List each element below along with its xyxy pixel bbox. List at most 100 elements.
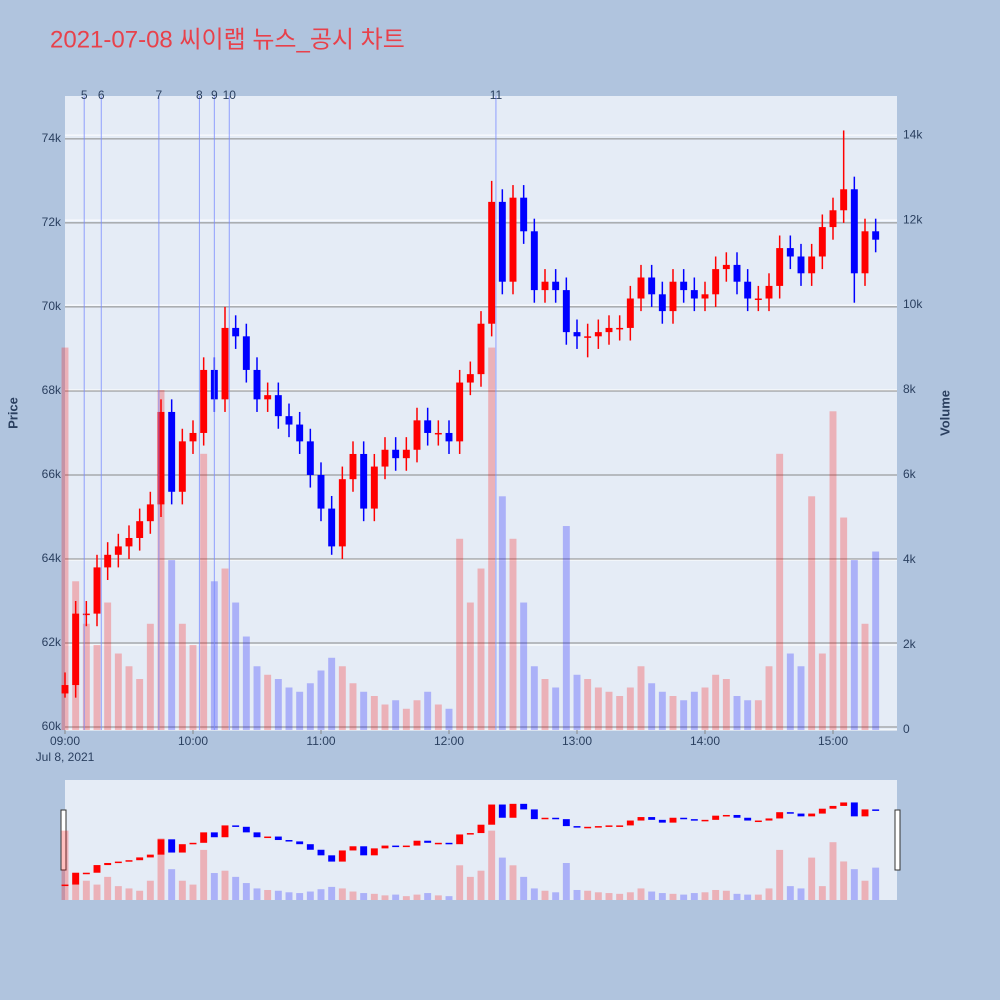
y2-tick-label: 10k <box>903 297 923 311</box>
slider-candle <box>850 802 858 817</box>
slider-handle[interactable] <box>894 809 901 871</box>
slider-volume-bar <box>669 893 677 900</box>
slider-volume-bar <box>168 869 176 900</box>
volume-bar <box>680 700 688 730</box>
slider-volume-bar <box>744 894 752 900</box>
slider-volume-bar <box>317 889 325 900</box>
candle-body <box>648 277 656 295</box>
volume-bar <box>669 696 677 730</box>
slider-volume-bar <box>253 888 261 900</box>
slider-volume-bar <box>658 893 666 900</box>
volume-bar <box>285 687 293 730</box>
volume-bar <box>392 700 400 730</box>
candle-body <box>562 290 570 333</box>
y2-axis-title: Volume <box>937 390 952 436</box>
candle-body <box>114 546 122 555</box>
chart-title: 2021-07-08 씨이랩 뉴스_공시 차트 <box>50 26 405 53</box>
volume-bar <box>616 696 624 730</box>
y-tick-label: 68k <box>42 383 62 397</box>
slider-candle <box>562 819 570 827</box>
volume-bar <box>445 708 453 730</box>
volume-bar <box>744 700 752 730</box>
volume-bar <box>232 602 240 730</box>
slider-volume-bar <box>445 896 453 900</box>
slider-volume-bar <box>114 886 122 900</box>
slider-volume-bar <box>370 893 378 900</box>
volume-bar <box>114 653 122 730</box>
candle-body <box>818 227 826 257</box>
slider-candle <box>114 861 122 864</box>
slider-candle <box>637 817 645 821</box>
slider-candle <box>168 839 176 853</box>
candle-body <box>456 382 464 442</box>
slider-volume-bar <box>850 869 858 900</box>
slider-volume-bar <box>541 890 549 900</box>
slider-candle <box>765 818 773 821</box>
slider-volume-bar <box>754 894 762 900</box>
volume-bar <box>306 683 314 730</box>
volume-bar <box>413 700 421 730</box>
volume-bar <box>168 560 176 730</box>
candle-body <box>530 231 538 291</box>
candle-body <box>93 567 101 614</box>
volume-bar <box>733 696 741 730</box>
slider-volume-bar <box>189 884 197 900</box>
slider-candle <box>264 836 272 839</box>
y2-tick-label: 0 <box>903 722 910 736</box>
slider-candle <box>82 872 90 875</box>
volume-bar <box>861 623 869 730</box>
slider-volume-bar <box>786 886 794 900</box>
slider-candle <box>424 840 432 843</box>
slider-candle <box>274 836 282 841</box>
slider-volume-bar <box>701 892 709 900</box>
volume-bar <box>338 666 346 730</box>
slider-volume-bar <box>82 880 90 900</box>
slider-candle <box>306 844 314 850</box>
y-tick-label: 74k <box>42 131 62 145</box>
candle-body <box>477 323 485 375</box>
slider-candle <box>125 860 133 862</box>
candle-body <box>722 264 730 270</box>
slider-candle <box>104 862 112 866</box>
slider-candle <box>541 817 549 820</box>
candle-body <box>125 537 133 547</box>
slider-candle <box>658 819 666 823</box>
slider-candle <box>466 833 474 835</box>
volume-bar <box>200 453 208 730</box>
volume-bar <box>829 411 837 730</box>
slider-volume-bar <box>594 892 602 900</box>
candle-body <box>232 327 240 337</box>
slider-volume-bar <box>381 895 389 900</box>
slider-candle <box>477 824 485 834</box>
slider-volume-bar <box>733 893 741 900</box>
volume-bar <box>296 691 304 730</box>
candle-body <box>349 453 357 480</box>
volume-bar <box>520 602 528 730</box>
x-tick-label: 09:00 <box>50 734 80 748</box>
slider-volume-bar <box>349 891 357 900</box>
candle-body <box>701 294 709 299</box>
slider-volume-bar <box>232 876 240 900</box>
slider-volume-bar <box>530 888 538 900</box>
slider-handle[interactable] <box>60 809 67 871</box>
candle-body <box>658 294 666 312</box>
slider-volume-bar <box>584 890 592 900</box>
candle-body <box>434 432 442 435</box>
candle-body <box>328 508 336 547</box>
slider-candle <box>434 842 442 845</box>
news-label: 10 <box>223 88 237 102</box>
candle-body <box>509 197 517 282</box>
slider-candle <box>242 826 250 833</box>
slider-volume-bar <box>776 849 784 900</box>
slider-candle <box>594 826 602 828</box>
slider-volume-bar <box>200 849 208 900</box>
candle-body <box>360 453 368 509</box>
y2-tick-label: 12k <box>903 212 923 226</box>
x-tick-label: 11:00 <box>306 734 335 748</box>
slider-candle <box>616 825 624 827</box>
slider-volume-bar <box>328 886 336 900</box>
slider-candle <box>573 826 581 828</box>
candle-body <box>306 441 314 475</box>
volume-bar <box>242 636 250 730</box>
slider-volume-bar <box>477 870 485 900</box>
